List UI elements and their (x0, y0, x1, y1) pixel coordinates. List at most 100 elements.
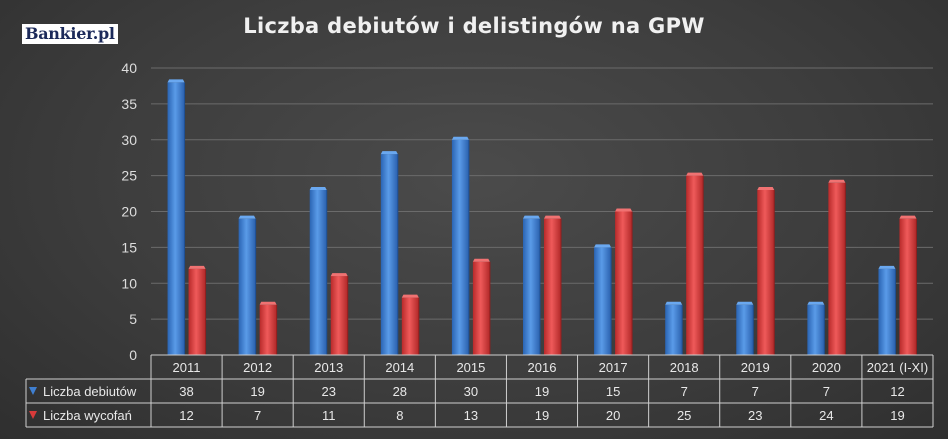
data-table-value: 15 (606, 384, 620, 399)
x-category-label: 2011 (173, 360, 201, 375)
bar-wycofania (686, 172, 704, 355)
bar-wycofania (401, 294, 420, 355)
bar-face (523, 218, 540, 355)
y-tick-label: 30 (121, 132, 137, 148)
chart-title: Liczba debiutów i delistingów na GPW (243, 14, 705, 38)
bar-wycofania (615, 208, 633, 355)
bar-wycofania (259, 301, 278, 355)
data-table-value: 11 (322, 408, 336, 423)
bar-top (686, 172, 704, 176)
bar-top (330, 273, 348, 277)
data-table-value: 25 (677, 408, 691, 423)
bar-face (259, 304, 277, 355)
bar-top (615, 208, 633, 212)
data-table-value: 7 (681, 384, 688, 399)
bar-top (451, 136, 469, 140)
y-tick-label: 40 (121, 60, 137, 76)
bar-debiuty (238, 215, 257, 355)
bar-face (594, 247, 612, 355)
bar-wycofania (544, 215, 562, 355)
bar-debiuty (594, 244, 612, 355)
data-table-value: 19 (535, 408, 549, 423)
y-axis: 0 5 10 15 20 25 30 35 40 (121, 60, 137, 363)
bar-wycofania (330, 273, 349, 355)
bar-face (451, 139, 469, 355)
y-tick-label: 5 (129, 311, 137, 327)
data-table-value: 38 (179, 384, 193, 399)
bar-face (472, 261, 490, 355)
bar-face (736, 304, 754, 355)
x-category-label: 2020 (812, 360, 841, 375)
data-table: 2011 2012 2013 2014 2015 2016 2017 2018 2019 2020… (25, 354, 934, 428)
bar-debiuty (878, 265, 896, 355)
data-table-value: 24 (819, 408, 833, 423)
y-tick-label: 0 (129, 347, 137, 363)
bar-top (188, 265, 206, 269)
y-tick-label: 35 (121, 96, 137, 112)
data-table-value: 20 (606, 408, 620, 423)
data-table-value: 8 (396, 408, 403, 423)
gridlines (151, 67, 933, 356)
bar-face (665, 304, 683, 355)
data-table-value: 7 (254, 408, 261, 423)
data-table-value: 7 (752, 384, 759, 399)
bar-wycofania (757, 186, 775, 355)
bar-top (828, 179, 846, 183)
y-tick-label: 20 (121, 204, 137, 220)
bar-top (401, 294, 419, 298)
bar-top (544, 215, 561, 219)
legend-marker (29, 411, 37, 419)
data-table-value: 19 (890, 408, 904, 423)
bar-face (401, 297, 419, 355)
data-table-value: 23 (748, 408, 762, 423)
x-category-label: 2013 (314, 360, 343, 375)
bar-top (309, 186, 327, 190)
bar-face (309, 189, 327, 355)
bar-debiuty (665, 301, 683, 355)
bar-top (665, 301, 683, 305)
data-table-value: 12 (890, 384, 904, 399)
data-table-value: 23 (321, 384, 335, 399)
data-table-value: 12 (179, 408, 193, 423)
x-category-label: 2017 (599, 360, 628, 375)
bar-top (757, 186, 775, 190)
x-category-label: 2014 (385, 360, 414, 375)
bar-face (878, 268, 896, 355)
x-category-label: 2021 (I-XI) (867, 360, 928, 375)
bar-top (594, 244, 612, 248)
bar-face (828, 182, 846, 355)
bar-face (807, 304, 825, 355)
bar-top (238, 215, 256, 219)
bar-debiuty (523, 215, 541, 355)
bars (167, 79, 917, 355)
legend-marker (29, 387, 37, 395)
bar-wycofania (828, 179, 846, 355)
bar-wycofania (899, 215, 917, 355)
bar-top (736, 301, 754, 305)
data-table-value: 30 (464, 384, 478, 399)
bar-face (686, 175, 704, 355)
bar-wycofania (188, 265, 207, 355)
data-table-value: 19 (535, 384, 549, 399)
bar-top (472, 258, 490, 262)
y-tick-label: 10 (121, 275, 137, 291)
x-category-label: 2012 (243, 360, 272, 375)
bar-top (259, 301, 277, 305)
bar-debiuty (380, 151, 399, 355)
bar-top (380, 151, 398, 155)
legend-label: Liczba wycofań (43, 408, 132, 423)
bar-top (878, 265, 896, 269)
legend-label: Liczba debiutów (43, 384, 137, 399)
bankier-logo: Bankier.pl (22, 24, 118, 44)
bar-face (757, 189, 775, 355)
bar-top (899, 215, 917, 219)
x-category-label: 2016 (528, 360, 557, 375)
bar-debiuty (807, 301, 825, 355)
bar-wycofania (472, 258, 491, 355)
bar-face (167, 82, 185, 355)
bar-face (380, 154, 398, 355)
data-table-value: 19 (250, 384, 264, 399)
bar-debiuty (736, 301, 754, 355)
